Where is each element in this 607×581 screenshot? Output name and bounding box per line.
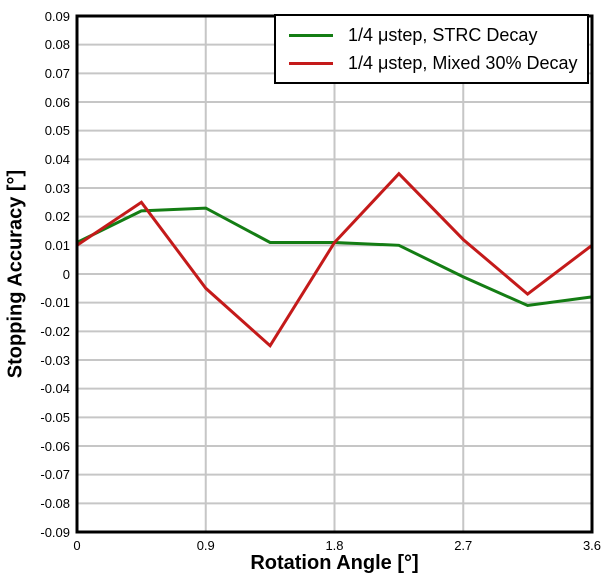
y-tick-label: -0.09 [40, 524, 70, 540]
legend-item-mixed-decay: 1/4 μstep, Mixed 30% Decay [276, 49, 587, 77]
y-tick-label: 0.03 [44, 180, 70, 196]
x-tick-label: 0 [73, 538, 81, 553]
legend-label: 1/4 μstep, Mixed 30% Decay [348, 52, 578, 73]
legend: 1/4 μstep, STRC Decay 1/4 μstep, Mixed 3… [274, 14, 589, 84]
y-tick-label: 0.05 [44, 123, 70, 139]
red-line-swatch-icon [289, 61, 333, 65]
x-axis-title: Rotation Angle [°] [250, 552, 419, 574]
y-tick-label: -0.08 [40, 495, 70, 511]
y-tick-label: -0.05 [40, 409, 70, 425]
y-tick-label: -0.06 [40, 438, 70, 454]
y-tick-label: 0.06 [44, 94, 70, 110]
x-tick-label: 0.9 [196, 538, 215, 553]
y-axis-title: Stopping Accuracy [°] [4, 169, 27, 379]
y-tick-label: -0.04 [40, 381, 70, 397]
y-tick-label: 0.09 [44, 8, 70, 24]
legend-label: 1/4 μstep, STRC Decay [348, 24, 538, 45]
green-line-swatch-icon [289, 33, 333, 37]
y-tick-label: 0 [62, 266, 70, 282]
y-tick-label: 0.02 [44, 209, 70, 225]
y-tick-label: -0.01 [40, 295, 70, 311]
series-line-1 [76, 171, 593, 349]
y-tick-label: -0.02 [40, 323, 70, 339]
y-tick-label: 0.08 [44, 37, 70, 53]
y-tick-label: -0.07 [40, 467, 70, 483]
x-tick-label: 2.7 [454, 538, 473, 553]
y-tick-label: 0.07 [44, 65, 70, 81]
y-tick-label: 0.01 [44, 237, 70, 253]
legend-item-strc-decay: 1/4 μstep, STRC Decay [276, 21, 587, 49]
x-tick-label: 1.8 [325, 538, 344, 553]
y-tick-label: -0.03 [40, 352, 70, 368]
y-tick-label: 0.04 [44, 151, 70, 167]
x-tick-label: 3.6 [582, 538, 602, 553]
